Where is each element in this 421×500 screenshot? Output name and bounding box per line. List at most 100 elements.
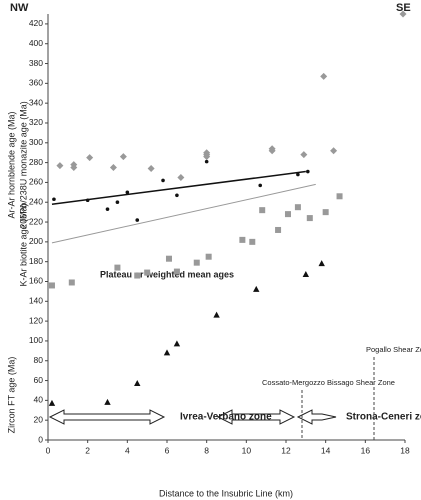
x-tick-label: 16 [361,445,371,455]
pogallo-label: Pogallo Shear Zone [366,345,421,354]
y-tick-label: 80 [34,355,44,365]
point [284,211,291,218]
point [135,218,140,222]
y-tick-label: 280 [29,157,43,167]
se-label: SE [396,2,411,14]
point [322,209,329,216]
point [239,236,246,243]
x-tick-label: 18 [400,445,410,455]
point [330,147,338,155]
y-axis-label: K-Ar biotite age (Ma) [18,203,28,286]
y-tick-label: 160 [29,276,43,286]
y-tick-label: 300 [29,137,43,147]
point [144,269,151,276]
x-tick-label: 8 [204,445,209,455]
x-tick-label: 0 [46,445,51,455]
y-tick-label: 380 [29,58,43,68]
x-tick-label: 2 [85,445,90,455]
y-tick-label: 400 [29,38,43,48]
point [109,164,117,172]
y-tick-label: 340 [29,97,43,107]
y-tick-label: 200 [29,236,43,246]
y-tick-label: 0 [38,434,43,444]
point [134,380,141,387]
point [68,279,75,286]
y-tick-label: 60 [34,375,44,385]
point [165,255,172,262]
point [70,164,78,172]
point [48,399,56,406]
trend-line [51,183,316,244]
y-axis-label: Zircon FT age (Ma) [6,357,16,434]
point [147,165,155,173]
y-tick-label: 120 [29,315,43,325]
point [306,215,313,222]
trend-line [51,170,306,205]
point [302,271,310,278]
point [56,162,64,170]
point [175,193,179,198]
y-tick-label: 360 [29,78,43,88]
point [259,207,266,214]
point [161,178,165,183]
point [296,172,300,177]
y-tick-label: 20 [34,414,44,424]
point [193,259,200,266]
x-tick-label: 6 [165,445,170,455]
y-tick-label: 260 [29,177,43,187]
point [104,398,111,405]
point [306,169,310,174]
point [52,197,56,202]
cossato-label: Cossato-Mergozzo Bissago Shear Zone [262,378,395,387]
zone-arrows [48,409,337,425]
point [318,260,325,267]
point [204,159,209,164]
y-tick-label: 320 [29,117,43,127]
point [253,285,260,292]
y-tick-label: 420 [29,18,43,28]
y-tick-label: 180 [29,256,43,266]
point [119,153,127,161]
point [399,10,407,18]
y-tick-label: 40 [34,395,44,405]
x-tick-label: 4 [125,445,130,455]
point [249,238,256,245]
y-axis-label: 206Pb/238U monazite age (Ma) [18,101,28,229]
y-tick-label: 140 [29,296,43,306]
point [294,204,301,211]
point [115,200,120,205]
point [203,153,211,161]
x-axis-label: Distance to the Insubric Line (km) [159,488,293,498]
mean-label: Plateau or weighted mean ages [100,269,234,279]
y-tick-label: 220 [29,216,43,226]
strona-label: Strona-Ceneri zone [346,412,421,423]
point [48,282,55,289]
point [336,193,343,200]
point [125,190,130,195]
ivrea-label: Ivrea-Verbano zone [180,412,272,423]
y-tick-label: 100 [29,335,43,345]
point [300,151,308,159]
y-tick-label: 240 [29,196,43,206]
point [205,253,212,260]
point [85,198,90,203]
point [134,272,141,279]
point [105,207,110,211]
point [320,72,328,80]
point [173,268,180,275]
point [177,173,185,181]
nw-label: NW [10,2,29,14]
point [275,226,282,233]
point [86,154,94,162]
point [268,147,276,155]
y-axis-label: Ar-Ar hornblende age (Ma) [6,111,16,218]
point [114,264,121,271]
x-tick-label: 10 [242,445,252,455]
x-tick-label: 12 [281,445,291,455]
point [258,183,263,188]
point [173,340,181,347]
point [213,311,220,318]
point [163,349,171,356]
x-tick-label: 14 [321,445,331,455]
